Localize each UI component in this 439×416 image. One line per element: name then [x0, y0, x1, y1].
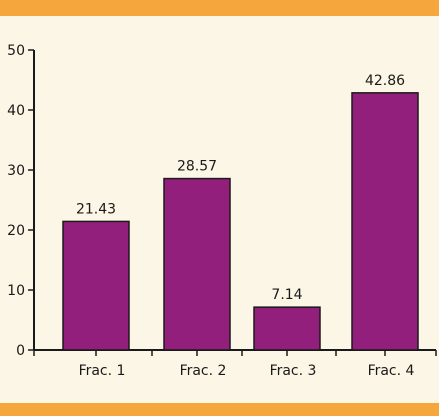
category-label: Frac. 1	[79, 363, 126, 379]
data-label: 7.14	[271, 287, 302, 303]
y-tick-label: 20	[7, 223, 25, 239]
y-tick-label: 30	[7, 163, 25, 179]
bars: 21.43 28.57 7.14 42.86	[62, 73, 419, 351]
bar	[253, 306, 321, 351]
category-label: Frac. 3	[270, 363, 317, 379]
bar	[351, 92, 419, 351]
x-ticks: Frac. 1 Frac. 2 Frac. 3 Frac. 4	[33, 350, 437, 379]
y-tick-label: 10	[7, 283, 25, 299]
data-label: 42.86	[365, 73, 405, 89]
category-label: Frac. 4	[368, 363, 415, 379]
data-label: 28.57	[177, 159, 217, 175]
y-tick-label: 0	[16, 343, 25, 359]
category-label: Frac. 2	[180, 363, 227, 379]
bottom-accent-band	[0, 403, 439, 416]
y-tick-label: 50	[7, 43, 25, 59]
bar	[62, 220, 130, 351]
bar	[163, 177, 231, 351]
data-label: 21.43	[76, 201, 116, 217]
y-ticks: 0 10 20 30 40 50	[7, 43, 34, 359]
top-accent-band	[0, 0, 439, 16]
y-tick-label: 40	[7, 103, 25, 119]
